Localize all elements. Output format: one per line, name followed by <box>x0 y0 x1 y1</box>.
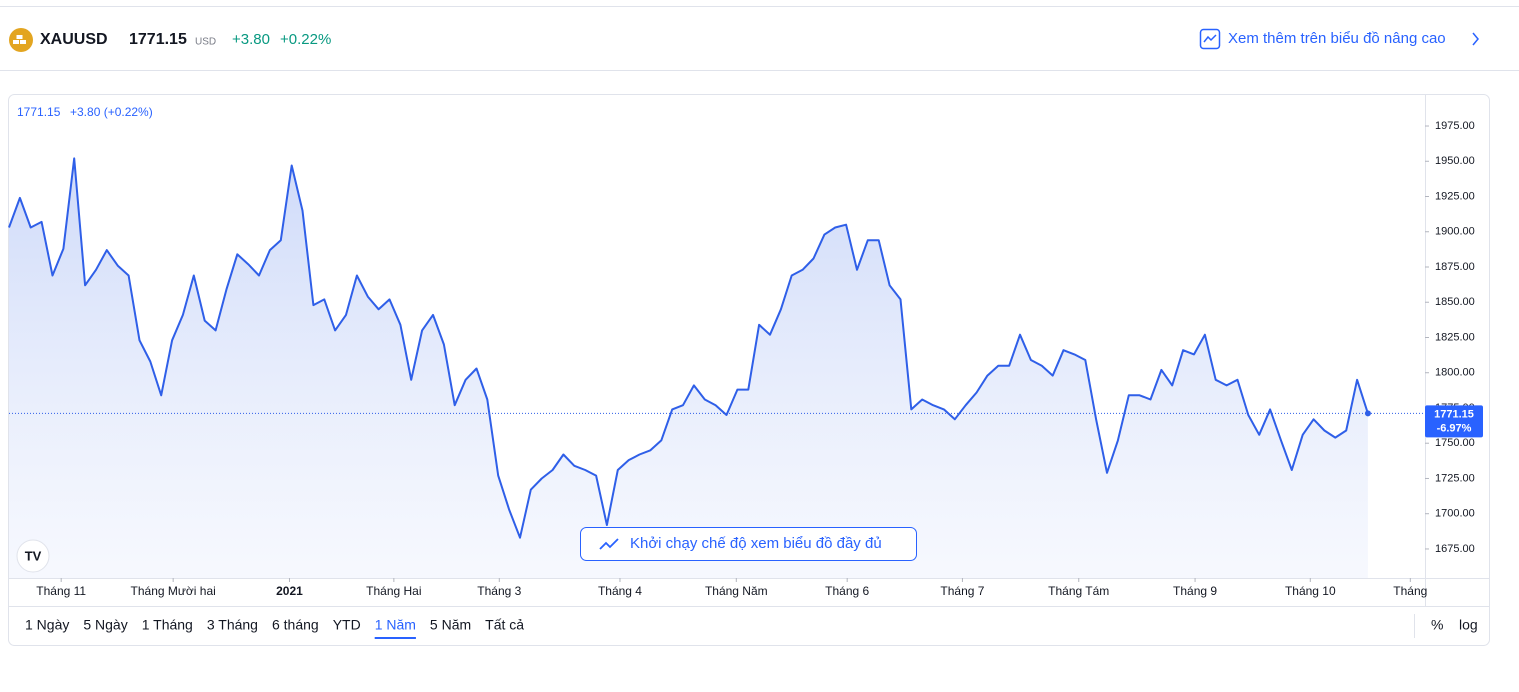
tv-logo[interactable] <box>16 539 50 573</box>
x-tick-label: Tháng 6 <box>825 584 869 598</box>
y-tick-label: 1800.00 <box>1435 367 1475 379</box>
range-button[interactable]: 3 Tháng <box>207 617 258 633</box>
x-tick-label: Tháng Mười hai <box>131 584 216 598</box>
scale-button[interactable]: log <box>1459 617 1478 633</box>
x-tick-label: Tháng Hai <box>366 584 421 598</box>
y-tick-label: 1700.00 <box>1435 508 1475 520</box>
advanced-icon-line <box>1203 34 1217 43</box>
y-tick-label: 1850.00 <box>1435 296 1475 308</box>
y-tick-label: 1750.00 <box>1435 437 1475 449</box>
range-button[interactable]: 6 tháng <box>272 617 319 633</box>
x-tick-label: 2021 <box>276 584 303 598</box>
y-tick-label: 1975.00 <box>1435 120 1475 132</box>
price-line <box>8 157 1369 539</box>
y-tick-label: 1675.00 <box>1435 543 1475 555</box>
range-button[interactable]: 1 Tháng <box>142 617 193 633</box>
y-tick-label: 1950.00 <box>1435 155 1475 167</box>
launch-button[interactable] <box>580 527 917 561</box>
x-tick-label: Tháng Tám <box>1048 584 1109 598</box>
x-tick-label: Tháng 11 <box>36 584 86 598</box>
symbol: XAUUSD <box>40 31 108 48</box>
x-tick-label: Tháng Năm <box>705 584 768 598</box>
launch-text: Khởi chạy chế độ xem biểu đồ đầy đủ <box>630 535 882 552</box>
y-tick-label: 1925.00 <box>1435 190 1475 202</box>
range-button[interactable]: 1 Năm <box>375 617 416 633</box>
range-button[interactable]: YTD <box>333 617 361 633</box>
x-tick-label: Tháng <box>1393 584 1427 598</box>
legend-change: +3.80 (+0.22%) <box>70 105 153 119</box>
range-button[interactable]: 1 Ngày <box>25 617 69 633</box>
x-tick-label: Tháng 7 <box>940 584 984 598</box>
advanced-link[interactable]: Xem thêm trên biểu đồ nâng cao <box>1228 30 1446 47</box>
change-percent: +0.22% <box>280 31 331 48</box>
chevron <box>1472 32 1479 46</box>
range-button[interactable]: 5 Năm <box>430 617 471 633</box>
advanced-icon[interactable] <box>1199 28 1221 50</box>
tv-logo-text: TV <box>25 548 42 563</box>
range-button[interactable]: 5 Ngày <box>83 617 127 633</box>
gold-bars <box>13 35 26 44</box>
last-price-tag <box>1425 405 1483 438</box>
y-tick-label: 1725.00 <box>1435 472 1475 484</box>
scale-button[interactable]: % <box>1431 617 1443 633</box>
change: +3.80 <box>232 31 270 48</box>
y-tick-label: 1900.00 <box>1435 226 1475 238</box>
price: 1771.15 <box>129 31 187 48</box>
last-point <box>1364 410 1371 417</box>
currency: USD <box>195 37 216 48</box>
range-bar: 1 Ngày 5 Ngày 1 Tháng 3 Tháng 6 tháng YTD 1 Nă… <box>25 617 1478 639</box>
x-tick-label: Tháng 10 <box>1285 584 1336 598</box>
launch-icon <box>599 538 619 550</box>
range-button[interactable]: Tất cả <box>485 617 524 633</box>
plot: 1675.001700.001725.001750.001775.001800.… <box>8 120 1483 598</box>
y-tick-label: 1825.00 <box>1435 331 1475 343</box>
x-tick-label: Tháng 3 <box>477 584 521 598</box>
x-tick-label: Tháng 9 <box>1173 584 1217 598</box>
last-change-label: -6.97% <box>1437 422 1472 434</box>
x-tick-label: Tháng 4 <box>598 584 642 598</box>
area <box>9 158 1368 578</box>
last-price-label: 1771.15 <box>1434 408 1474 420</box>
legend-price: 1771.15 <box>17 105 61 119</box>
y-tick-label: 1875.00 <box>1435 261 1475 273</box>
